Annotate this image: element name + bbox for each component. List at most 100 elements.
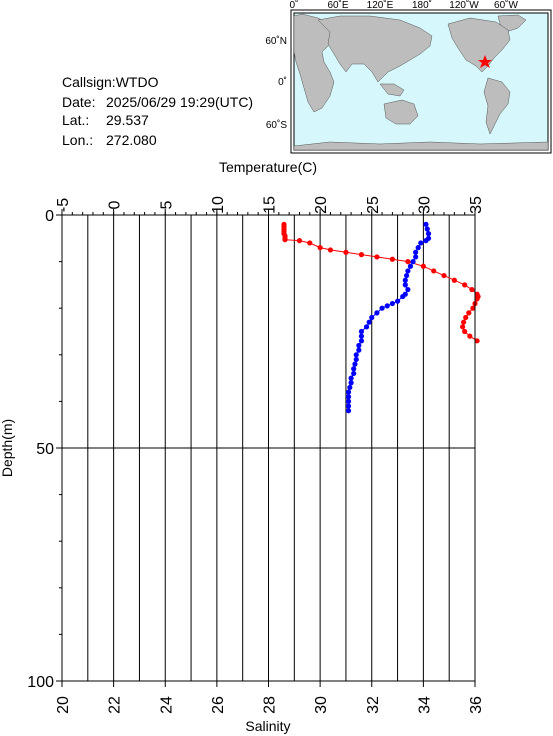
temperature-tick-label: 20	[313, 196, 330, 214]
map-land-asia	[317, 15, 433, 83]
temperature-axis-ticks: -5 0 5 10 15 20 25 30 35	[55, 196, 485, 215]
salinity-profile-point	[423, 221, 429, 227]
temperature-tick-label: 35	[468, 196, 485, 214]
depth-tick-label: 0	[45, 208, 54, 225]
salinity-profile-point	[353, 352, 359, 358]
temperature-tick-label: 5	[158, 200, 175, 209]
map-land-north-america	[447, 17, 511, 73]
temperature-profile-point	[343, 249, 349, 255]
map-lon-label-5: 60˚W	[494, 0, 518, 11]
map-left-labels: 60˚N 0˚ 60˚S	[265, 35, 287, 131]
salinity-profile-point	[384, 303, 390, 309]
salinity-axis-ticks: 20 22 24 26 28 30 32 34 36	[55, 681, 485, 714]
temperature-profile-point	[462, 328, 468, 335]
temperature-profile-point	[431, 268, 437, 274]
profile-plot: -5 0 5 10 15 20 25 30 35 20 22 24 26 28 30 32 34 36 0501…	[0, 159, 485, 734]
map-lon-label-1: 60˚E	[327, 0, 348, 11]
world-map-inset: 0˚ 60˚E 120˚E 180˚ 120˚W 60˚W 60˚N 0˚ 60…	[265, 0, 552, 154]
salinity-profile-point	[356, 342, 362, 349]
salinity-profile-point	[424, 226, 430, 232]
salinity-profile-point	[345, 394, 352, 400]
profile-series	[281, 221, 481, 414]
temperature-profile-point	[466, 310, 472, 316]
salinity-profile-point	[363, 324, 370, 330]
salinity-tick-label: 34	[416, 696, 433, 714]
map-frame-ticks	[290, 9, 552, 154]
station-location-star-icon	[478, 55, 492, 68]
salinity-profile-point	[394, 298, 401, 304]
salinity-tick-label: 24	[158, 696, 175, 714]
salinity-profile-point	[418, 240, 424, 246]
temperature-profile-point	[420, 263, 426, 269]
temperature-profile-point	[474, 338, 480, 344]
station-info: Callsign:WTDO Date: 2025/06/29 19:29(UTC…	[62, 74, 253, 148]
temperature-profile-point	[462, 282, 468, 288]
salinity-profile-point	[389, 300, 395, 307]
salinity-profile-point	[402, 282, 408, 288]
temperature-profile-point	[474, 296, 480, 302]
temperature-profile-point	[470, 305, 476, 311]
map-land-southeast-asia	[379, 83, 405, 97]
temperature-profile-point	[389, 256, 395, 262]
salinity-profile-point	[345, 408, 352, 414]
salinity-profile-point	[348, 380, 354, 386]
salinity-profile-point	[379, 305, 385, 311]
salinity-profile-point	[402, 277, 408, 283]
salinity-profile-point	[351, 366, 357, 372]
salinity-profile-point	[405, 268, 411, 274]
temperature-profile-point	[469, 286, 475, 293]
date-value: 2025/06/29 19:29(UTC)	[106, 94, 253, 110]
salinity-tick-label: 20	[55, 696, 72, 714]
temperature-profile-point	[451, 277, 457, 283]
temperature-tick-label: 30	[416, 196, 433, 214]
salinity-profile-point	[352, 361, 358, 367]
salinity-profile-point	[407, 263, 414, 269]
salinity-profile-point	[345, 403, 352, 409]
salinity-profile-point	[366, 319, 372, 325]
salinity-axis-label: Salinity	[245, 718, 290, 734]
map-lat-label-0: 60˚N	[265, 35, 287, 47]
salinity-profile-point	[369, 314, 375, 321]
salinity-profile-point	[425, 231, 432, 237]
salinity-profile-point	[415, 245, 421, 251]
map-lon-label-4: 120˚W	[449, 0, 479, 11]
map-land-south-america	[483, 77, 511, 135]
salinity-profile-point	[400, 293, 406, 300]
map-lat-label-2: 60˚S	[266, 119, 287, 131]
temperature-profile-point	[463, 314, 469, 321]
salinity-tick-label: 26	[210, 696, 227, 714]
salinity-tick-label: 28	[262, 696, 279, 714]
temperature-profile-point	[327, 247, 334, 253]
salinity-profile-point	[347, 384, 353, 391]
salinity-profile-point	[358, 333, 365, 339]
salinity-tick-label: 22	[107, 696, 124, 714]
salinity-profile-point	[345, 398, 352, 404]
salinity-profile-point	[356, 347, 362, 353]
salinity-tick-label: 32	[365, 696, 382, 714]
salinity-profile-point	[345, 389, 352, 395]
map-top-labels: 0˚ 60˚E 120˚E 180˚ 120˚W 60˚W	[290, 0, 519, 11]
temperature-tick-label: 0	[107, 200, 124, 209]
salinity-profile-point	[403, 272, 410, 279]
temperature-profile-point	[317, 245, 323, 251]
map-land	[293, 13, 549, 151]
salinity-profile-point	[405, 286, 411, 293]
salinity-profile-point	[353, 356, 359, 363]
depth-axis-ticks: 0 50 100	[27, 208, 62, 691]
salinity-tick-label: 30	[313, 696, 330, 714]
lat-label: Lat.:	[62, 112, 89, 128]
temperature-tick-label: 15	[262, 196, 279, 214]
temperature-tick-label: -5	[55, 198, 72, 212]
salinity-profile-point	[358, 328, 365, 335]
map-lon-label-2: 120˚E	[367, 0, 394, 11]
temperature-profile-point	[460, 324, 466, 330]
temperature-profile-point	[441, 272, 447, 279]
salinity-profile-point	[423, 238, 429, 244]
temperature-tick-label: 10	[210, 196, 227, 214]
map-lon-label-0: 0˚	[290, 0, 299, 11]
depth-tick-label: 50	[36, 441, 54, 458]
salinity-profile-point	[413, 254, 419, 260]
salinity-profile-point	[413, 249, 419, 255]
callsign-text: Callsign:WTDO	[62, 74, 159, 90]
